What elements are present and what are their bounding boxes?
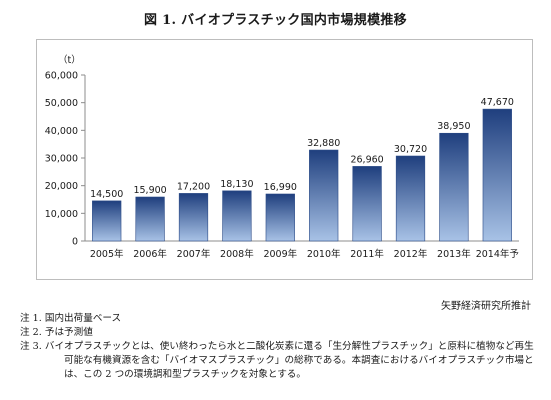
y-tick-label: 10,000: [45, 209, 78, 220]
bar-value-label: 14,500: [90, 189, 123, 200]
bar-value-label: 30,720: [394, 144, 427, 155]
bar-value-label: 47,670: [481, 97, 514, 108]
bar-value-label: 18,130: [220, 179, 253, 190]
y-tick-label: 50,000: [45, 98, 78, 109]
bar-value-label: 15,900: [133, 185, 166, 196]
x-tick-label: 2009年: [263, 248, 297, 260]
note-3: 注 3. バイオプラスチックとは、使い終わったら水と二酸化炭素に還る「生分解性プ…: [20, 341, 534, 380]
bar-chart: （t） 0 10,000 20,000 30,000 40,000 50,000 60,00…: [45, 54, 520, 260]
bar: [352, 166, 382, 242]
x-tick-label: 2012年: [394, 248, 428, 260]
bar: [439, 132, 469, 242]
y-tick-label: 40,000: [45, 126, 78, 137]
x-tick-label: 2010年: [307, 248, 341, 260]
y-tick-label: 20,000: [45, 181, 78, 192]
bar-value-label: 38,950: [437, 121, 470, 132]
bar-value-label: 16,990: [264, 182, 297, 193]
bar: [395, 155, 426, 242]
bar-value-label: 32,880: [307, 138, 340, 149]
y-tick-label: 0: [72, 237, 78, 248]
bars: 14,500 15,900 17,200 18,130 16,990 32,880 26,9…: [90, 97, 514, 242]
bar: [135, 196, 165, 242]
x-tick-label: 2014年予: [476, 248, 520, 260]
x-tick-label: 2005年: [90, 248, 124, 260]
y-axis: 0 10,000 20,000 30,000 40,000 50,000 60,000: [45, 71, 86, 248]
source-credit: 矢野経済研究所推計: [441, 301, 531, 312]
bar-value-label: 17,200: [177, 181, 210, 192]
bar-value-label: 26,960: [350, 154, 383, 165]
x-tick-label: 2008年: [220, 248, 254, 260]
y-tick-label: 30,000: [45, 154, 78, 165]
x-tick-label: 2011年: [350, 248, 384, 260]
x-tick-label: 2006年: [133, 248, 167, 260]
bar: [482, 108, 512, 242]
x-tick-label: 2007年: [177, 248, 211, 260]
x-axis: 2005年 2006年 2007年 2008年 2009年 2010年 2011年 2012年…: [85, 240, 520, 260]
chart-title: 図 1. バイオプラスチック国内市場規模推移: [144, 13, 407, 28]
bar: [265, 193, 295, 242]
notes: 注 1. 国内出荷量ベース 注 2. 予は予測値 注 3. バイオプラスチックと…: [20, 312, 536, 382]
note-2: 注 2. 予は予測値: [20, 327, 93, 338]
y-tick-label: 60,000: [45, 71, 78, 82]
chart-frame: （t） 0 10,000 20,000 30,000 40,000 50,000 60,00…: [36, 39, 533, 280]
note-1: 注 1. 国内出荷量ベース: [20, 313, 122, 324]
y-axis-unit: （t）: [58, 54, 81, 66]
bar: [309, 149, 339, 242]
x-tick-label: 2013年: [437, 248, 471, 260]
bar: [222, 190, 252, 242]
bar: [92, 200, 122, 242]
bar: [178, 193, 209, 242]
